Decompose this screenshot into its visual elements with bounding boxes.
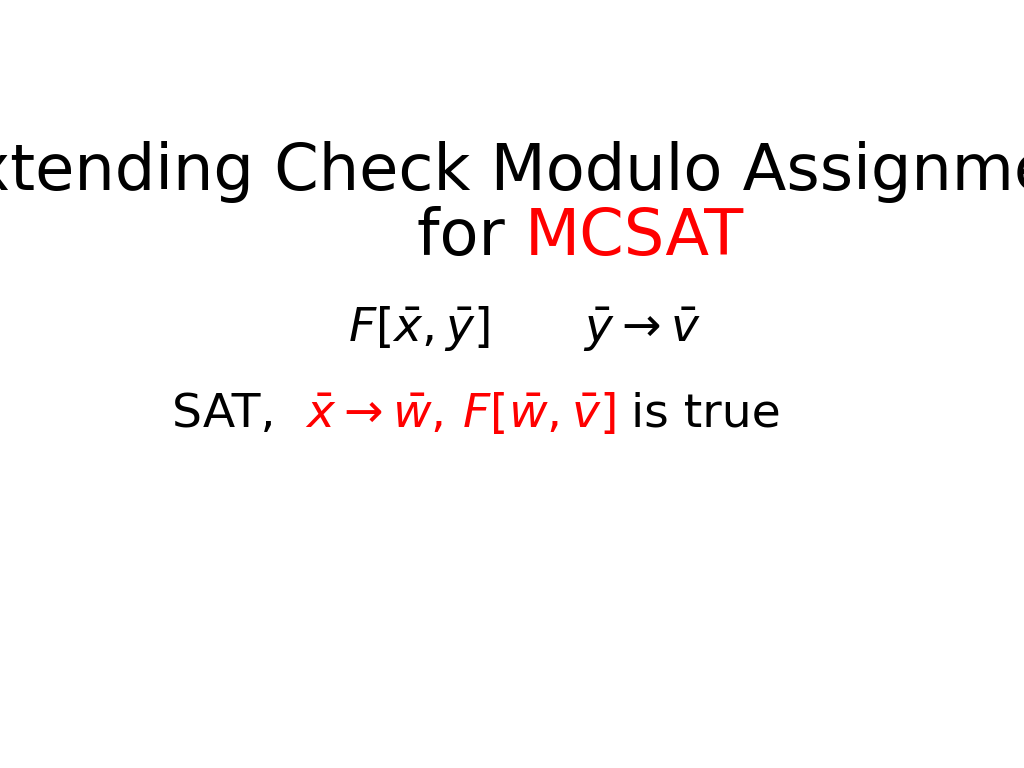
Text: Extending Check Modulo Assignment: Extending Check Modulo Assignment [0,141,1024,203]
Text: $F[\bar{x},\bar{y}]\qquad\bar{y} \rightarrow \bar{v}$: $F[\bar{x},\bar{y}]\qquad\bar{y} \righta… [348,304,701,353]
Text: MCSAT: MCSAT [524,206,744,268]
Text: for: for [417,206,524,268]
Text: $\bar{x} \rightarrow \bar{w},\,F[\bar{w}, \bar{v}]$: $\bar{x} \rightarrow \bar{w},\,F[\bar{w}… [305,392,615,438]
Text: is true: is true [615,392,780,437]
Text: SAT,: SAT, [172,392,305,437]
